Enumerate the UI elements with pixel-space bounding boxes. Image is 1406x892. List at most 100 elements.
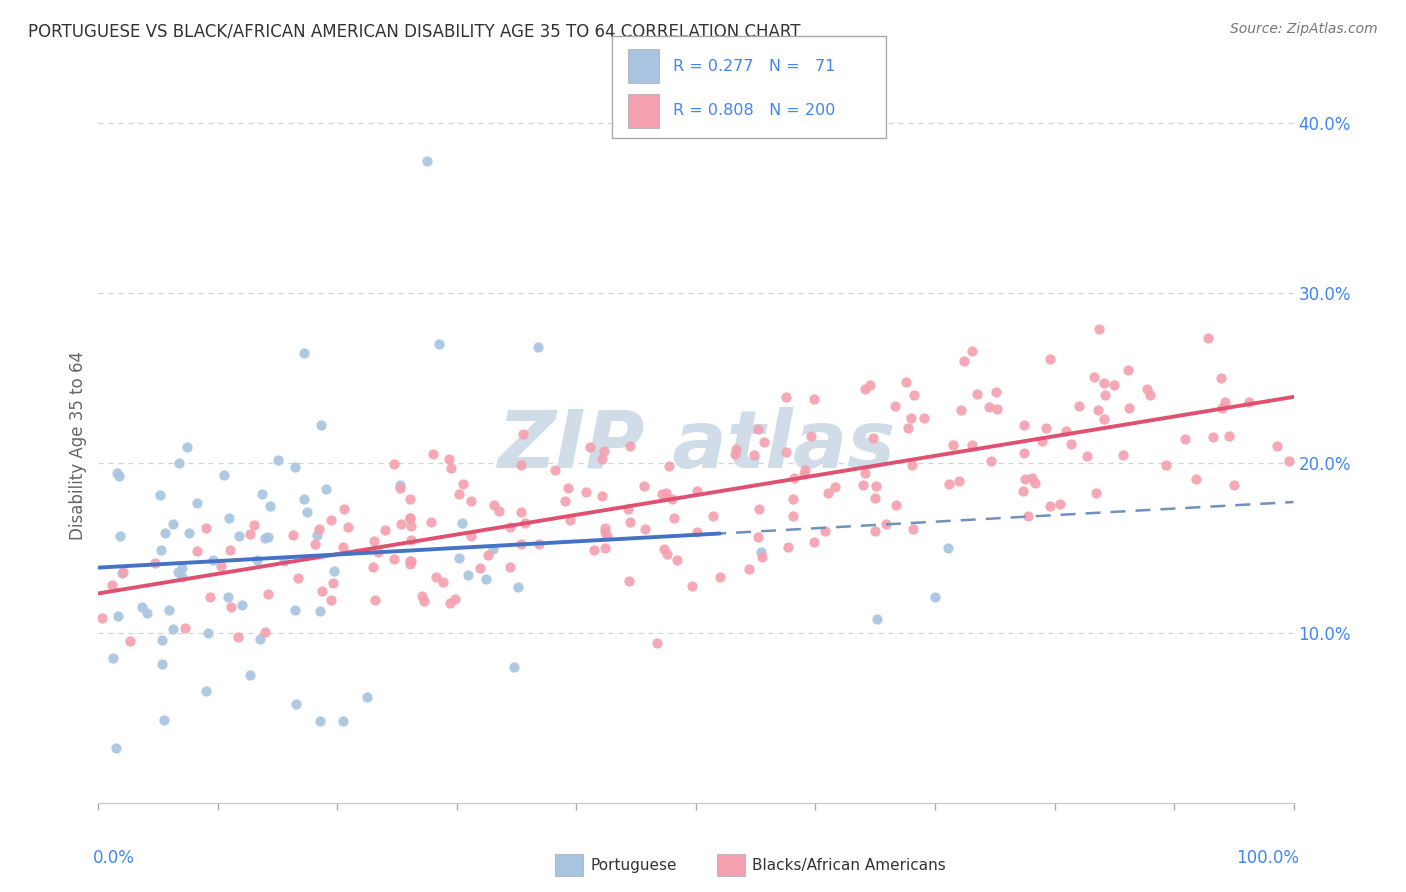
Point [512, 427, 534, 442]
Point [103, 650, 125, 665]
Point [686, 483, 709, 498]
Point [591, 489, 613, 503]
Point [1067, 399, 1090, 413]
Point [1012, 483, 1035, 498]
Point [579, 440, 602, 454]
Point [257, 530, 280, 544]
Point [498, 520, 520, 534]
Point [100, 578, 122, 592]
Point [661, 491, 683, 506]
Point [202, 553, 225, 567]
Text: Blacks/African Americans: Blacks/African Americans [752, 858, 946, 872]
Point [853, 382, 876, 396]
Point [634, 522, 657, 536]
Point [108, 468, 131, 483]
Point [399, 511, 422, 525]
Point [744, 448, 766, 462]
Point [444, 591, 467, 606]
Point [176, 440, 198, 454]
Point [356, 690, 378, 705]
Point [900, 410, 922, 425]
Point [595, 525, 617, 540]
Point [977, 401, 1000, 415]
Point [333, 502, 356, 516]
Point [1088, 322, 1111, 336]
Point [218, 542, 240, 557]
Point [960, 344, 983, 359]
Point [389, 517, 412, 532]
Point [875, 516, 897, 531]
Point [852, 478, 875, 492]
Point [664, 510, 686, 524]
Point [984, 385, 1007, 400]
Point [284, 603, 307, 617]
Point [108, 529, 131, 543]
Point [231, 598, 253, 612]
Point [157, 603, 180, 617]
Point [1136, 383, 1159, 397]
Point [481, 541, 503, 556]
Point [150, 657, 173, 672]
Point [470, 561, 492, 575]
Point [131, 599, 153, 614]
Point [1012, 417, 1035, 432]
Point [111, 565, 134, 579]
Point [962, 438, 984, 452]
Point [1278, 453, 1301, 467]
Point [292, 346, 315, 360]
Point [980, 454, 1002, 468]
Point [619, 515, 641, 529]
Point [321, 593, 343, 607]
Point [1104, 378, 1126, 392]
Point [399, 554, 422, 568]
Point [942, 438, 965, 452]
Point [936, 541, 959, 555]
Point [218, 511, 240, 525]
Point [254, 624, 277, 639]
Point [439, 452, 461, 467]
Point [554, 493, 576, 508]
Point [1014, 445, 1036, 459]
Point [1014, 472, 1036, 486]
Point [309, 417, 332, 432]
Point [322, 564, 344, 578]
Point [118, 633, 141, 648]
Point [332, 540, 354, 554]
Point [903, 388, 925, 402]
Point [502, 660, 524, 674]
Point [239, 668, 262, 682]
Point [195, 684, 218, 698]
Point [259, 499, 281, 513]
Point [219, 600, 242, 615]
Point [515, 516, 537, 530]
Point [399, 557, 422, 571]
Point [1265, 439, 1288, 453]
Text: PORTUGUESE VS BLACK/AFRICAN AMERICAN DISABILITY AGE 35 TO 64 CORRELATION CHART: PORTUGUESE VS BLACK/AFRICAN AMERICAN DIS… [28, 22, 800, 40]
Point [243, 518, 266, 533]
Point [488, 503, 510, 517]
Point [212, 467, 235, 482]
Point [1211, 401, 1233, 415]
Point [363, 559, 385, 574]
Point [307, 527, 329, 541]
Point [748, 502, 770, 516]
Point [90, 611, 112, 625]
Point [186, 495, 208, 509]
Point [685, 524, 707, 539]
Point [287, 571, 309, 585]
Point [912, 411, 935, 425]
Point [1087, 402, 1109, 417]
Point [363, 533, 385, 548]
Point [336, 520, 359, 534]
Point [793, 467, 815, 481]
Point [484, 498, 506, 512]
Point [249, 632, 271, 647]
Point [1197, 331, 1219, 345]
Point [167, 456, 190, 470]
Point [652, 542, 675, 557]
Point [1218, 429, 1240, 443]
Point [111, 566, 134, 580]
Point [367, 545, 389, 559]
Point [724, 447, 747, 461]
Point [322, 576, 344, 591]
